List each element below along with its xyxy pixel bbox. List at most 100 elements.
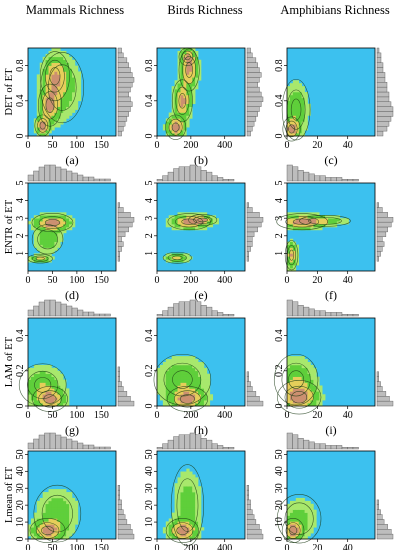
x-histogram-bar [303, 171, 310, 182]
y-histogram-bar [376, 391, 387, 397]
plot-frame [286, 317, 376, 407]
density-cell [171, 97, 175, 102]
density-cell [162, 379, 167, 383]
density-cell [48, 212, 52, 216]
density-cell [69, 500, 73, 505]
density-cell [186, 212, 190, 216]
density-cell [331, 224, 335, 228]
density-cell [57, 94, 61, 99]
density-cell [30, 536, 35, 540]
density-cell [63, 227, 67, 231]
density-cell [183, 397, 187, 401]
density-cell [295, 379, 300, 383]
density-cell [36, 89, 41, 93]
density-cell [66, 83, 70, 87]
x-histogram-bar [189, 432, 196, 450]
x-histogram-bar [33, 305, 40, 317]
density-cell [292, 83, 297, 87]
density-cell [201, 212, 205, 216]
density-cell [189, 483, 193, 487]
density-cell [165, 391, 170, 395]
x-tick-label: 40 [343, 140, 353, 151]
density-cell [51, 127, 55, 131]
density-cell [180, 373, 184, 377]
density-cell [186, 80, 190, 84]
density-cell [201, 391, 205, 395]
density-cell [301, 100, 305, 105]
density-cell [28, 403, 32, 407]
density-cell [45, 244, 49, 248]
density-cell [301, 500, 305, 505]
x-tick-label: 400 [217, 543, 232, 550]
density-contour [182, 55, 197, 85]
density-cell [51, 492, 55, 496]
density-cell [206, 379, 211, 383]
density-cell [168, 112, 172, 116]
y-histogram-bar [376, 91, 390, 98]
y-histogram-bar [246, 509, 253, 515]
density-cell [287, 215, 291, 219]
density-cell [45, 527, 49, 531]
density-cell [209, 224, 214, 228]
density-cell [51, 394, 55, 398]
y-tick-label: 50 [144, 449, 155, 459]
density-cell [322, 215, 326, 219]
density-cell [310, 403, 314, 407]
density-contour [285, 522, 301, 539]
density-cell [307, 512, 311, 516]
x-tick-label: 0 [155, 410, 160, 421]
y-histogram-bar [117, 485, 120, 491]
density-cell [57, 379, 61, 383]
density-cell [60, 376, 64, 380]
density-cell [192, 474, 196, 478]
density-cell [69, 71, 73, 75]
density-cell [189, 486, 193, 490]
panel-letter: (a) [65, 153, 78, 167]
density-cell [301, 364, 305, 369]
y-axis-label: LAM of ET [4, 336, 15, 387]
density-cell [177, 218, 181, 222]
y-tick-label: 20 [15, 500, 26, 510]
density-cell [39, 259, 43, 263]
density-cell [28, 388, 32, 392]
density-cell [66, 106, 70, 110]
density-cell [198, 524, 202, 528]
density-cell [289, 518, 294, 522]
density-cell [177, 524, 181, 528]
x-histogram-bar [93, 178, 100, 182]
density-cell [54, 533, 58, 537]
density-cell [192, 394, 196, 398]
density-contour [27, 370, 59, 399]
x-histogram-bar [99, 313, 106, 317]
density-cell [298, 89, 302, 93]
density-cell [295, 224, 300, 228]
density-cell [168, 127, 172, 131]
density-cell [307, 530, 311, 534]
density-cell [198, 367, 202, 372]
density-cell [192, 503, 196, 508]
density-cell [42, 100, 46, 105]
density-cell [180, 103, 184, 107]
density-cell [292, 376, 297, 380]
y-histogram-bar [246, 386, 253, 392]
density-cell [165, 121, 170, 125]
y-histogram-bar [117, 72, 133, 78]
y-histogram-bar [117, 524, 131, 530]
density-cell [287, 121, 291, 125]
density-cell [165, 130, 170, 134]
y-histogram-bar [117, 77, 135, 83]
density-cell [301, 118, 305, 122]
density-cell [69, 533, 73, 537]
density-cell [195, 495, 199, 499]
density-cell [42, 133, 46, 137]
density-cell [292, 370, 297, 375]
density-cell [42, 388, 46, 392]
density-cell [159, 367, 164, 372]
density-cell [307, 515, 311, 519]
density-cell [186, 483, 190, 487]
density-cell [301, 359, 305, 363]
density-cell [30, 518, 35, 522]
x-histogram-bar [60, 168, 67, 182]
density-cell [28, 256, 32, 260]
density-cell [60, 518, 64, 522]
